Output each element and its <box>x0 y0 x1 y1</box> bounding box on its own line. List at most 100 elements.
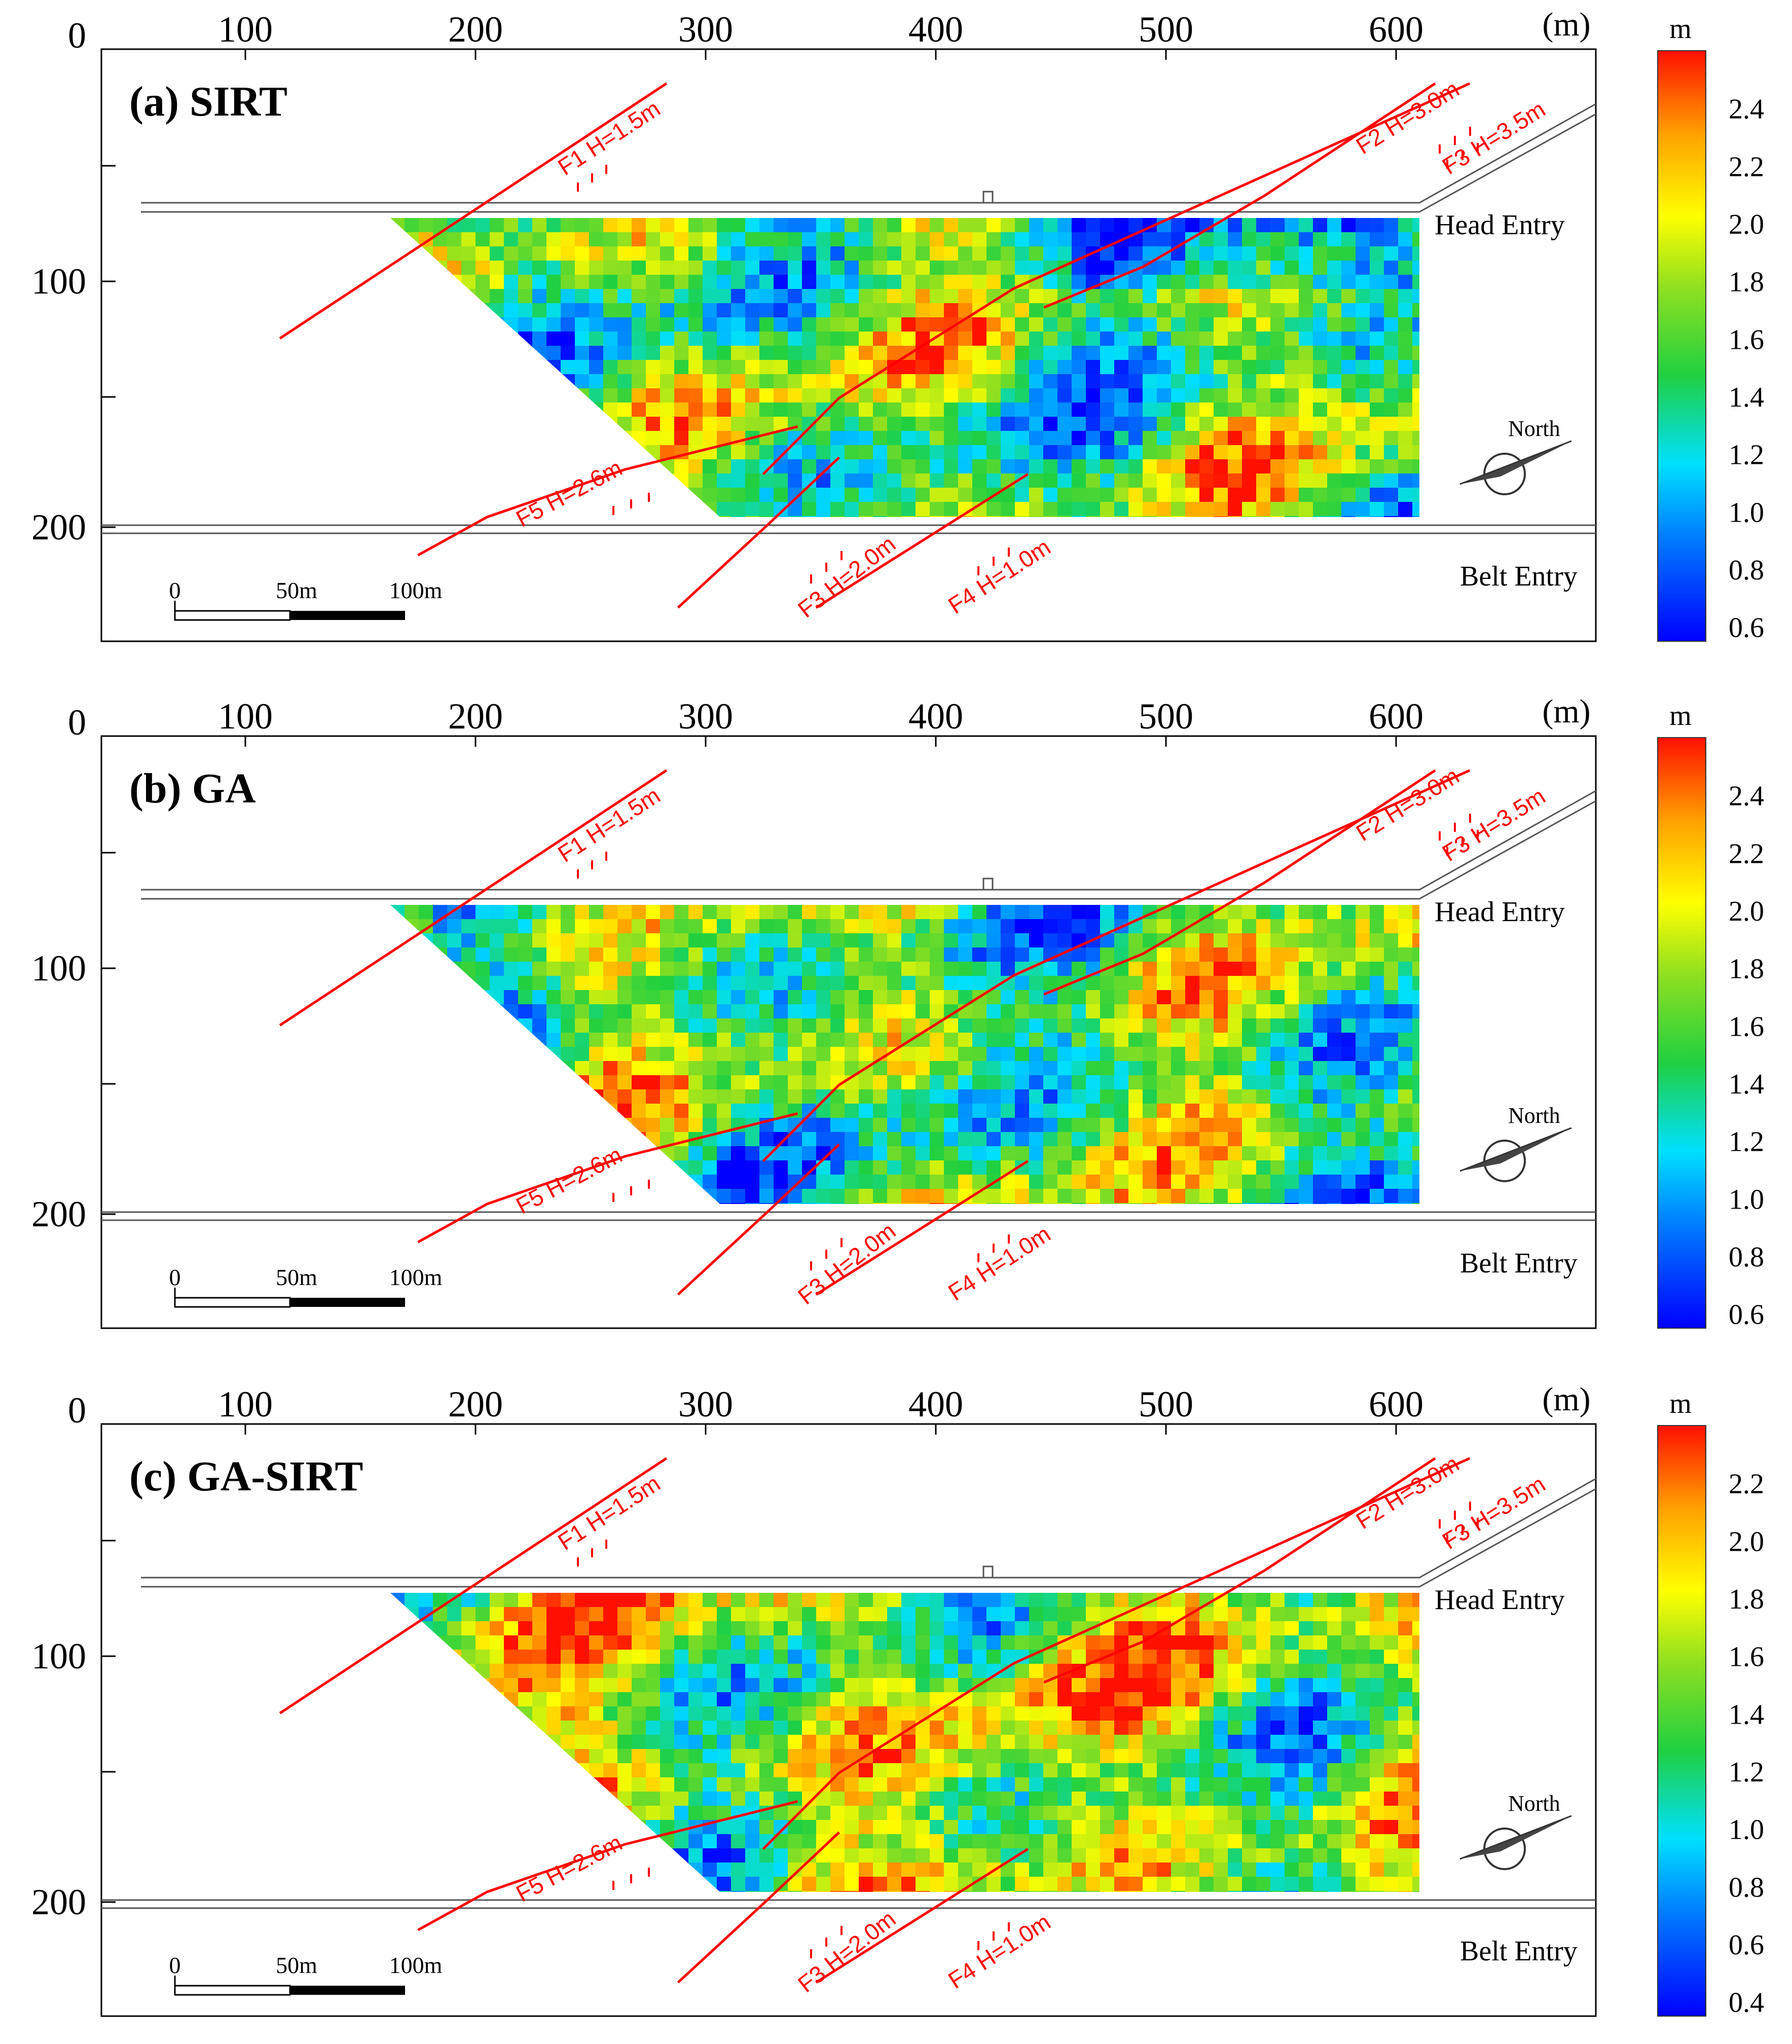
heatmap-cell <box>972 1635 987 1650</box>
heatmap-cell <box>774 1018 788 1033</box>
heatmap-cell <box>1242 1848 1257 1863</box>
heatmap-cell <box>1214 1806 1228 1820</box>
heatmap-cell <box>1242 1607 1257 1622</box>
colorbar-tick-label: 1.6 <box>1729 1011 1764 1042</box>
heatmap-cell <box>1057 1848 1072 1863</box>
heatmap-cell <box>1072 1004 1086 1019</box>
heatmap-cell <box>476 275 490 289</box>
heatmap-cell <box>944 218 959 233</box>
heatmap-cell <box>1285 1664 1299 1678</box>
heatmap-cell <box>1285 905 1299 920</box>
heatmap-cell <box>1398 431 1413 446</box>
heatmap-cell <box>1001 1635 1015 1650</box>
heatmap-cell <box>901 1047 916 1062</box>
heatmap-cell <box>1228 1692 1242 1707</box>
heatmap-cell <box>901 1189 916 1203</box>
heatmap-cell <box>1072 905 1086 920</box>
heatmap-cell <box>1072 1132 1086 1147</box>
heatmap-cell <box>603 360 618 375</box>
heatmap-cell <box>1029 1018 1044 1033</box>
heatmap-cell <box>1057 1203 1072 1204</box>
heatmap-cell <box>1157 1189 1172 1203</box>
heatmap-cell <box>1114 303 1129 318</box>
heatmap-cell <box>1171 1061 1186 1076</box>
heatmap-cell <box>674 431 689 446</box>
heatmap-cell <box>575 346 590 360</box>
heatmap-cell <box>972 1061 987 1076</box>
heatmap-cell <box>759 374 774 389</box>
heatmap-cell <box>1242 1061 1257 1076</box>
heatmap-cell <box>731 374 746 389</box>
heatmap-cell <box>1086 289 1101 304</box>
heatmap-cell <box>944 488 959 502</box>
heatmap-cell <box>774 1678 788 1693</box>
heatmap-cell <box>930 1047 944 1062</box>
heatmap-cell <box>1171 374 1186 389</box>
heatmap-cell <box>532 218 547 233</box>
heatmap-cell <box>1384 1692 1399 1707</box>
scale-bar-black <box>290 1298 405 1307</box>
heatmap-cell <box>1072 1018 1086 1033</box>
heatmap-cell <box>788 1061 802 1076</box>
heatmap-cell <box>759 246 774 261</box>
colorbar-tick-label: 2.0 <box>1729 896 1764 927</box>
heatmap-cell <box>788 317 802 332</box>
heatmap-cell <box>532 332 547 346</box>
heatmap-cell <box>1285 1047 1299 1062</box>
heatmap-cell <box>1228 388 1242 403</box>
heatmap-cell <box>1341 1863 1356 1877</box>
heatmap-cell <box>1171 1047 1186 1062</box>
heatmap-cell <box>1412 990 1419 1005</box>
heatmap-cell <box>901 1146 916 1161</box>
heatmap-cell <box>703 1047 717 1062</box>
heatmap-cell <box>1370 1706 1384 1721</box>
heatmap-cell <box>1086 1607 1101 1622</box>
fault-line <box>1043 82 1436 309</box>
heatmap-cell <box>759 275 774 289</box>
heatmap-cell <box>802 1004 817 1019</box>
heatmap-cell <box>703 459 717 474</box>
heatmap-cell <box>1171 417 1186 431</box>
heatmap-cell <box>646 1621 661 1636</box>
heatmap-cell <box>731 1763 746 1778</box>
colorbar-tick-label: 0.8 <box>1729 555 1764 586</box>
heatmap-cell <box>1043 1089 1058 1104</box>
heatmap-cell <box>759 1033 774 1047</box>
heatmap-cell <box>1185 346 1200 360</box>
heatmap-cell <box>433 1621 448 1636</box>
heatmap-cell <box>1285 1089 1299 1104</box>
heatmap-cell <box>1299 218 1313 233</box>
heatmap-cell <box>1114 1132 1129 1147</box>
heatmap-cell <box>1001 1706 1015 1721</box>
heatmap-cell <box>1199 1848 1214 1863</box>
heatmap-cell <box>788 1047 802 1062</box>
heatmap-cell <box>1128 1848 1143 1863</box>
heatmap-cell <box>1242 317 1257 332</box>
heatmap-cell <box>816 1863 831 1877</box>
heatmap-cell <box>1143 1175 1157 1189</box>
heatmap-cell <box>717 1834 732 1849</box>
heatmap-cell <box>1285 459 1299 474</box>
heatmap-cell <box>1313 218 1328 233</box>
heatmap-cell <box>816 1607 831 1622</box>
heatmap-cell <box>1114 1848 1129 1863</box>
heatmap-cell <box>717 374 732 389</box>
heatmap-cell <box>887 1763 902 1778</box>
heatmap-cell <box>589 1061 604 1076</box>
heatmap-cell <box>1341 1146 1356 1161</box>
fault-line <box>279 769 668 1027</box>
heatmap-cell <box>958 1763 973 1778</box>
heatmap-cell <box>830 1792 845 1806</box>
heatmap-cell <box>830 1635 845 1650</box>
heatmap-cell <box>1185 275 1200 289</box>
heatmap-cell <box>646 261 661 275</box>
heatmap-cell <box>1341 1104 1356 1118</box>
heatmap-cell <box>1214 1721 1228 1735</box>
heatmap-cell <box>632 417 646 431</box>
heatmap-cell <box>1185 1004 1200 1019</box>
heatmap-cell <box>1214 1146 1228 1161</box>
heatmap-cell <box>617 1678 632 1693</box>
heatmap-cell <box>788 218 802 233</box>
heatmap-cell <box>1199 1047 1214 1062</box>
heatmap-cell <box>589 1033 604 1047</box>
